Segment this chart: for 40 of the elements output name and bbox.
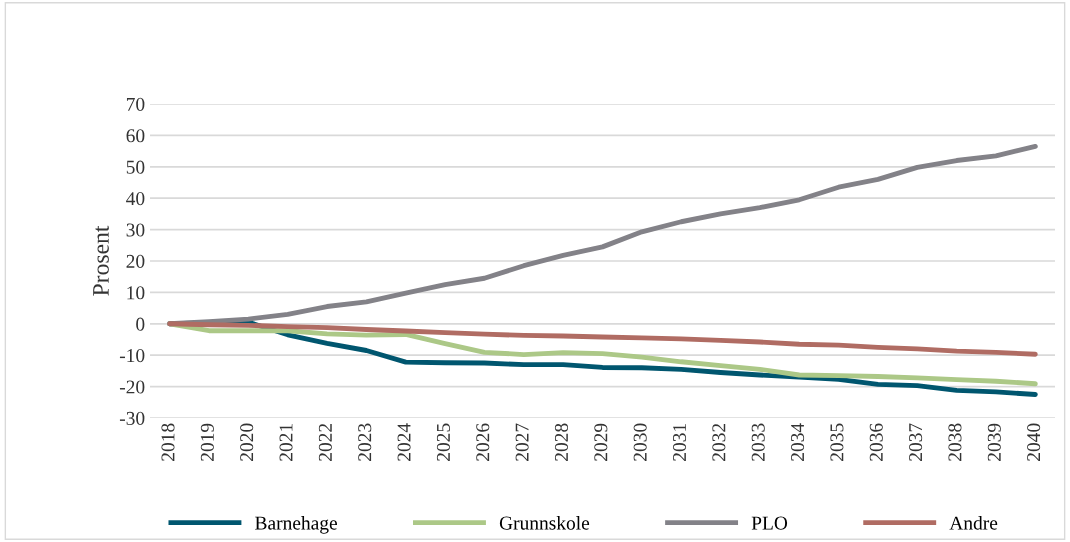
x-tick-label: 2024 — [397, 423, 411, 461]
y-tick-label: 0 — [136, 317, 145, 331]
x-tick-label: 2023 — [358, 423, 372, 461]
line-series — [167, 321, 1038, 357]
y-tick-label: -10 — [119, 349, 145, 363]
x-tick-label: 2019 — [200, 423, 214, 461]
y-tick-label: 60 — [126, 129, 145, 143]
legend-label: PLO — [751, 516, 788, 530]
y-tick-label: 40 — [126, 192, 145, 206]
x-tick-label: 2026 — [476, 423, 490, 461]
y-axis-title: Prosent — [93, 225, 109, 296]
y-tick-label: -30 — [119, 411, 145, 425]
x-tick-label: 2025 — [436, 423, 450, 461]
y-tick-label: 10 — [127, 286, 145, 300]
legend-label: Andre — [949, 515, 998, 530]
x-tick-label: 2020 — [240, 423, 254, 461]
legend-label: Barnehage — [255, 515, 337, 534]
x-tick-label: 2037 — [909, 423, 923, 461]
legend-label: Grunnskole — [499, 515, 590, 530]
x-tick-label: 2027 — [515, 423, 529, 461]
x-tick-label: 2039 — [987, 423, 1001, 461]
x-tick-label: 2030 — [633, 423, 647, 461]
x-tick-label: 2038 — [948, 423, 962, 461]
x-tick-label: 2029 — [594, 423, 608, 461]
y-tick-label: 30 — [126, 223, 145, 237]
x-tick-label: 2032 — [712, 423, 726, 461]
y-tick-label: 20 — [126, 254, 145, 268]
x-tick-label: 2031 — [672, 424, 687, 461]
y-tick-label: 70 — [126, 97, 145, 111]
x-tick-label: 2035 — [830, 423, 844, 461]
y-tick-label: 50 — [126, 160, 145, 174]
x-tick-label: 2018 — [161, 423, 175, 461]
x-tick-label: 2028 — [554, 423, 569, 461]
x-tick-label: 2034 — [790, 423, 805, 461]
x-tick-label: 2033 — [751, 423, 765, 461]
x-tick-label: 2040 — [1027, 423, 1041, 461]
y-tick-label: -20 — [119, 380, 145, 394]
x-tick-label: 2022 — [318, 423, 332, 461]
x-tick-label: 2021 — [279, 424, 293, 461]
x-tick-label: 2036 — [869, 423, 883, 461]
